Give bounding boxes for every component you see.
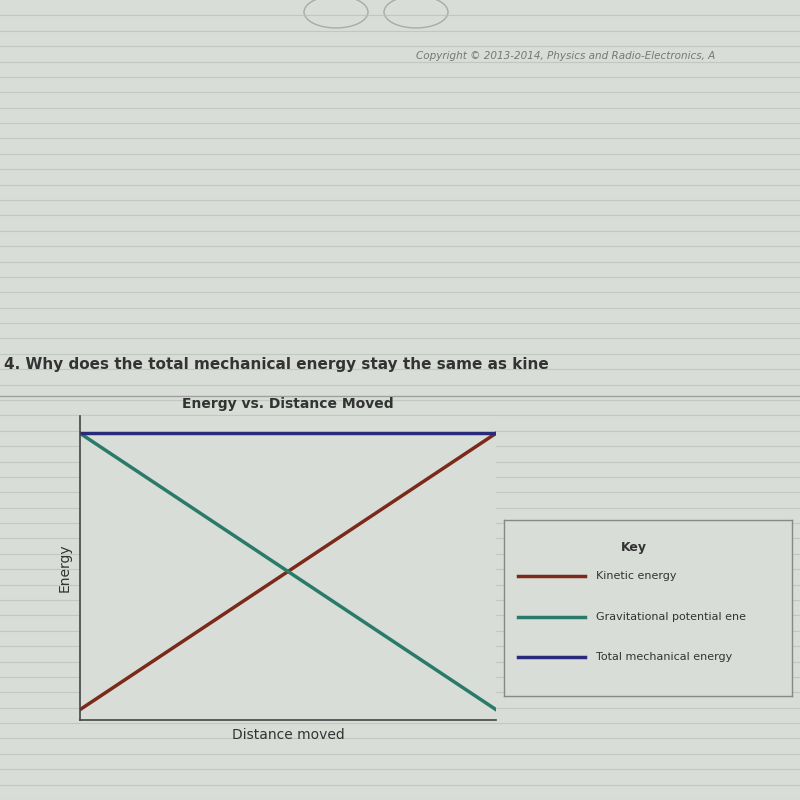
X-axis label: Distance moved: Distance moved [232, 728, 344, 742]
Title: Energy vs. Distance Moved: Energy vs. Distance Moved [182, 397, 394, 410]
Text: Key: Key [621, 541, 646, 554]
Text: Copyright © 2013-2014, Physics and Radio-Electronics, A: Copyright © 2013-2014, Physics and Radio… [416, 51, 715, 61]
Y-axis label: Energy: Energy [58, 544, 72, 592]
Text: Kinetic energy: Kinetic energy [596, 571, 677, 582]
Text: Total mechanical energy: Total mechanical energy [596, 652, 733, 662]
Text: 4. Why does the total mechanical energy stay the same as kine: 4. Why does the total mechanical energy … [4, 357, 549, 372]
Text: Gravitational potential ene: Gravitational potential ene [596, 612, 746, 622]
